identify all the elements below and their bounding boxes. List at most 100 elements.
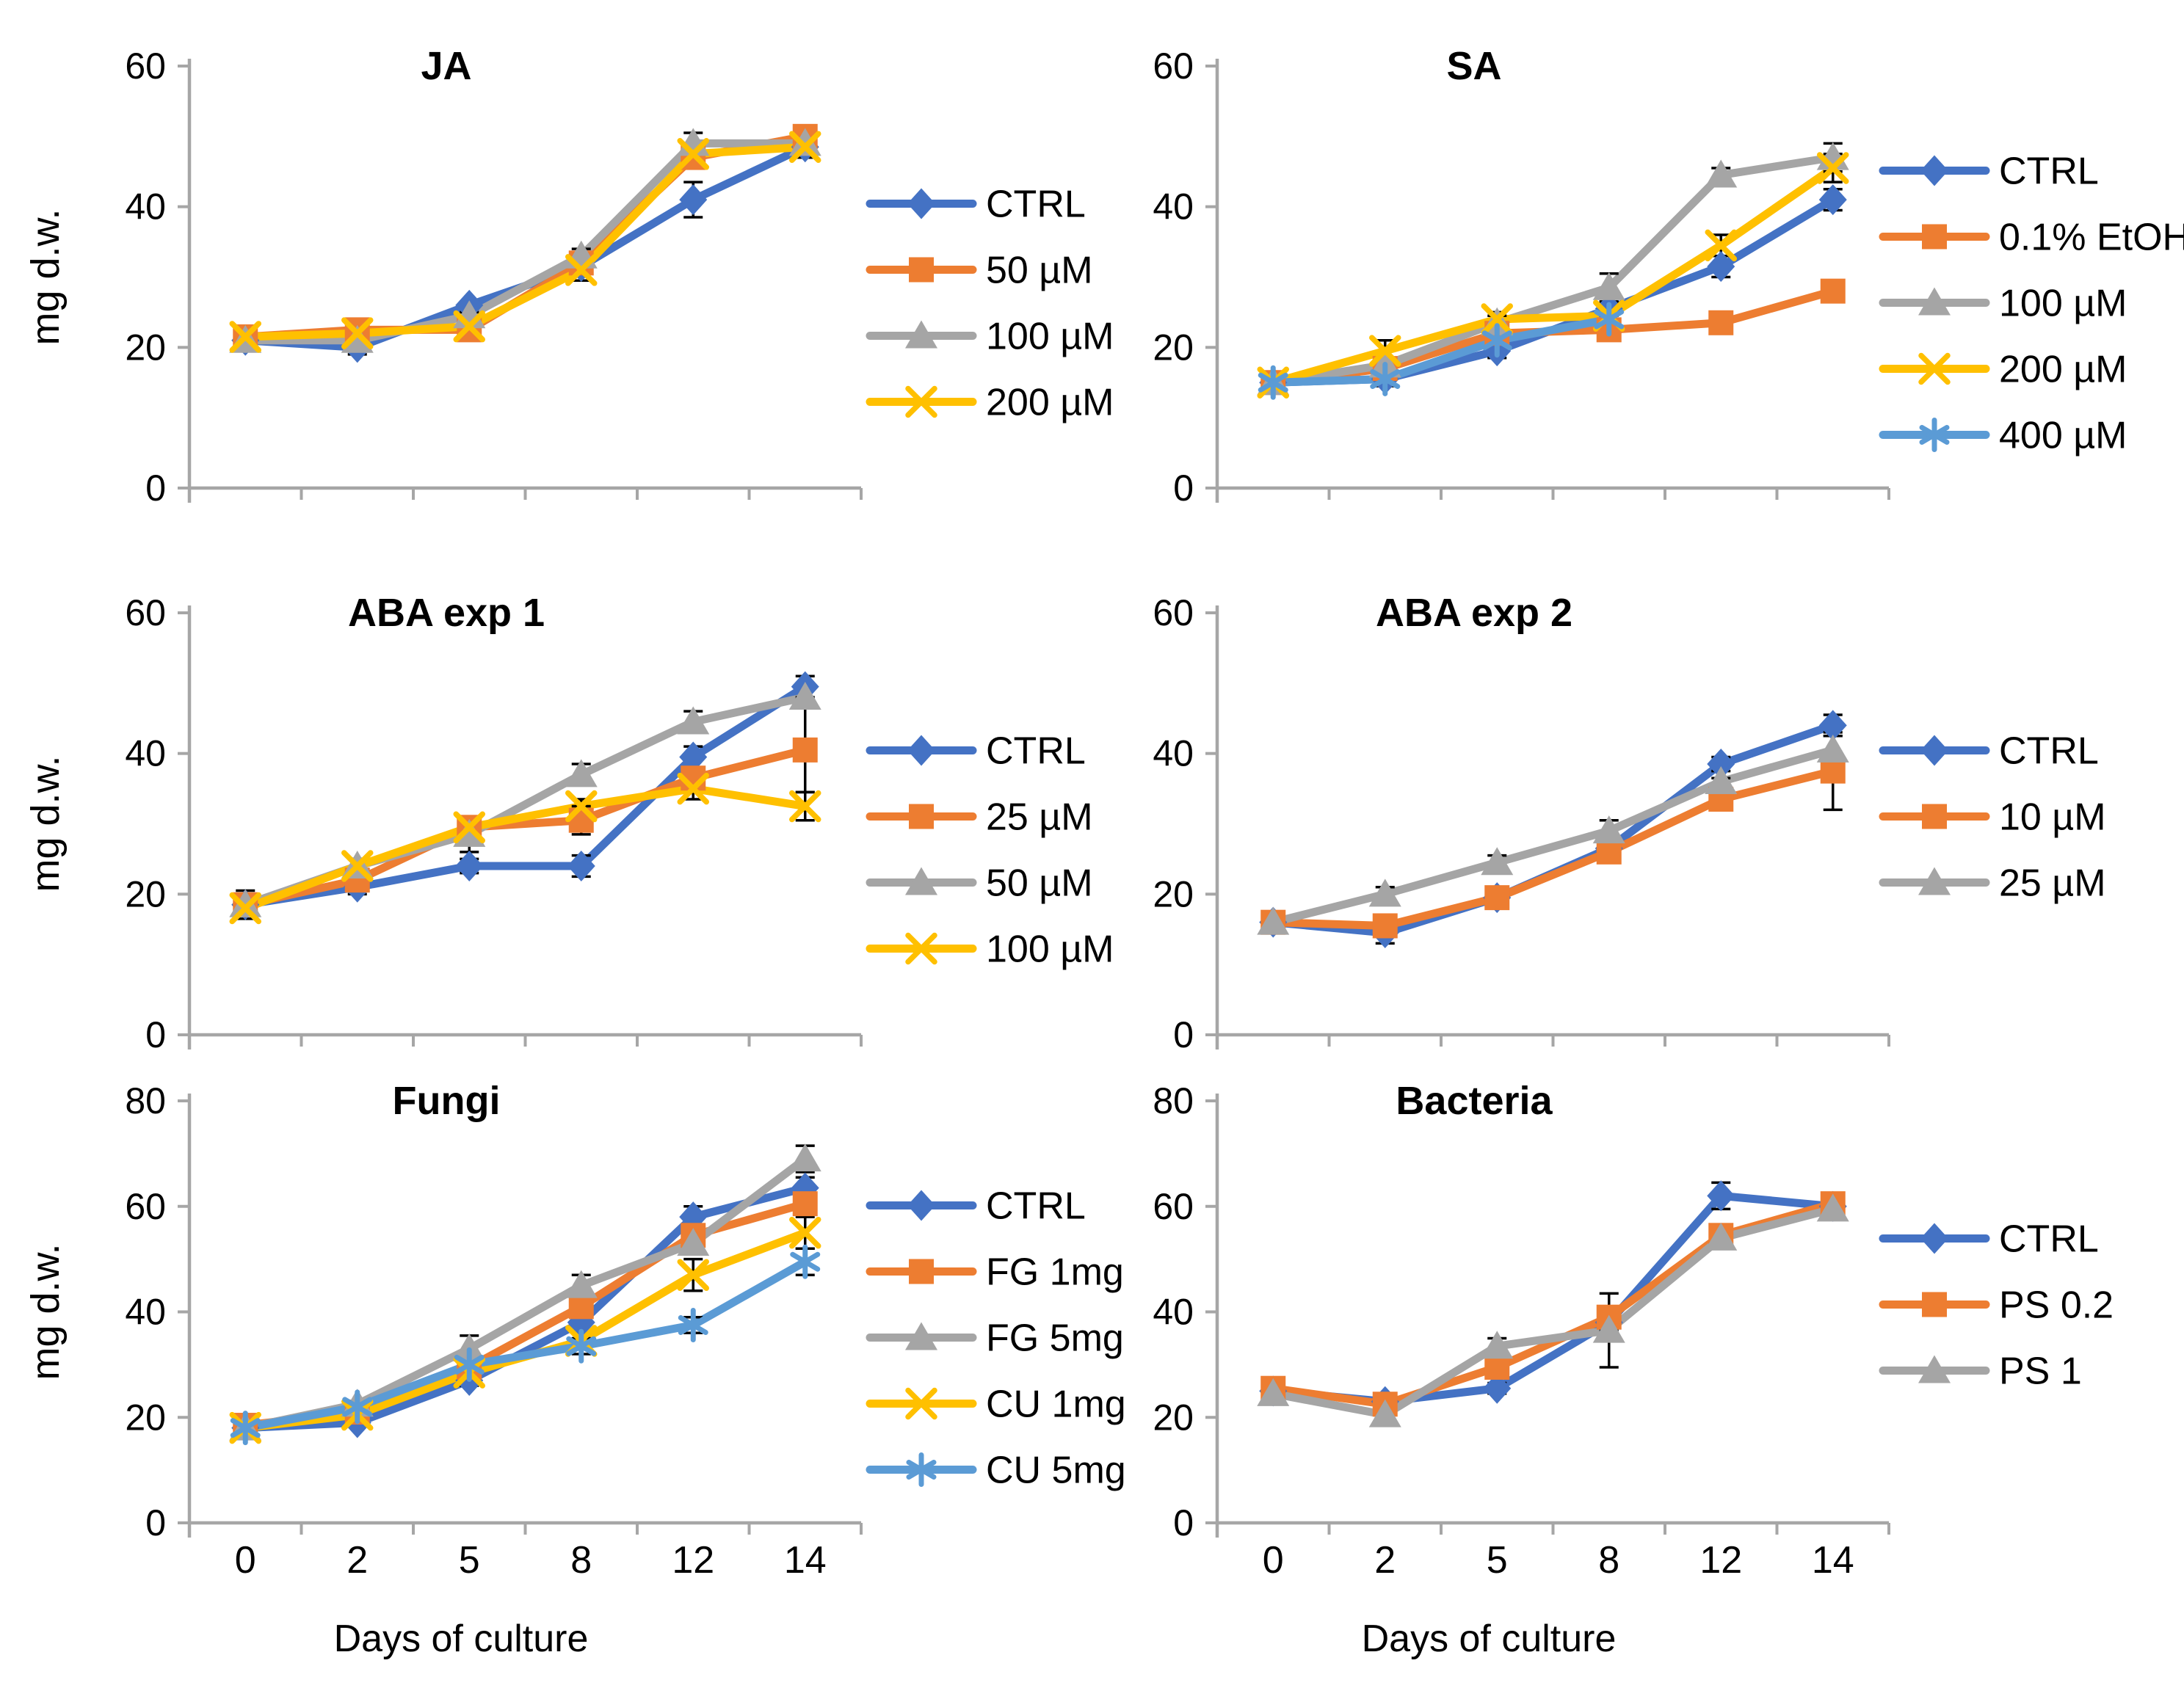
y-tick-label: 0: [1173, 1014, 1194, 1055]
x-marker: [565, 254, 598, 286]
series-markers-ctrl: [1259, 710, 1847, 949]
square-marker: [1820, 278, 1846, 304]
diamond-marker: [679, 741, 708, 773]
x-marker: [1918, 352, 1951, 385]
x-marker: [229, 892, 261, 925]
series-100-m: [241, 785, 810, 912]
diamond-marker: [907, 188, 935, 219]
diamond-marker: [455, 851, 484, 881]
x-axis-label: Days of culture: [1362, 1618, 1617, 1660]
axis-lines: [1215, 59, 1889, 503]
series-line: [241, 1257, 810, 1433]
axis-lines: [187, 59, 861, 503]
y-tick-label: 40: [1153, 733, 1194, 774]
series-markers-200-m: [229, 131, 821, 353]
series-line: [241, 142, 810, 341]
legend-label: CTRL: [1999, 1218, 2099, 1261]
y-tick-label: 20: [125, 873, 166, 914]
series-100-m: [241, 139, 810, 345]
legend-item: CU 1mg: [866, 1383, 1126, 1426]
x-marker: [453, 310, 485, 343]
series-line: [1269, 746, 1837, 927]
triangle-marker: [1257, 906, 1290, 935]
square-marker: [1484, 1354, 1510, 1380]
series-50-m: [241, 132, 810, 341]
x-tick-label: 0: [235, 1539, 256, 1582]
x-marker: [905, 385, 937, 418]
series-100-m: [1269, 153, 1837, 387]
triangle-marker: [1918, 867, 1951, 895]
series-cu-5mg: [241, 1257, 810, 1433]
chart-title: ABA exp 1: [348, 591, 545, 635]
x-marker: [565, 790, 598, 823]
y-tick-label: 40: [1153, 1292, 1194, 1333]
series-200-m: [1269, 164, 1837, 387]
asterisk-marker: [230, 1411, 261, 1446]
y-tick-label: 20: [1153, 327, 1194, 368]
square-marker: [1372, 913, 1398, 939]
y-tick-label: 60: [1153, 1186, 1194, 1227]
triangle-marker: [341, 324, 374, 353]
triangle-marker: [1368, 1399, 1401, 1427]
legend: CTRL 50 µM 100 µM 200 µM: [866, 183, 1114, 424]
series-markers-cu-1mg: [229, 1216, 821, 1444]
series-line: [241, 132, 810, 341]
asterisk-marker: [790, 1244, 821, 1279]
series-line: [241, 1229, 810, 1433]
legend-item: CTRL: [1879, 730, 2099, 773]
series-line: [1269, 767, 1837, 930]
chart-title: SA: [1446, 44, 1501, 88]
legend-item: 50 µM: [866, 862, 1093, 905]
axis-lines: [1215, 1094, 1889, 1538]
series-line: [241, 1154, 810, 1433]
y-tick-label: 40: [125, 186, 166, 228]
triangle-marker: [1705, 1222, 1738, 1251]
legend-label: CU 5mg: [986, 1449, 1126, 1492]
triangle-marker: [788, 1143, 821, 1172]
chart-title: JA: [421, 44, 471, 88]
y-tick-label: 40: [125, 1292, 166, 1333]
triangle-marker: [453, 818, 486, 847]
series-line: [1269, 315, 1614, 387]
series-400-m: [1269, 315, 1614, 387]
square-marker: [568, 1294, 594, 1320]
y-tick-label: 60: [125, 592, 166, 633]
legend-item: CTRL: [866, 183, 1086, 226]
diamond-marker: [1707, 1180, 1735, 1212]
legend-item: FG 1mg: [866, 1251, 1124, 1294]
x-marker: [677, 772, 709, 805]
series-line: [1269, 153, 1837, 387]
asterisk-marker: [342, 1389, 373, 1425]
y-axis-label: mg d.w.: [23, 208, 68, 345]
chart-title: Bacteria: [1396, 1079, 1553, 1123]
legend-label: CU 1mg: [986, 1383, 1126, 1426]
square-marker: [792, 737, 818, 763]
square-marker: [909, 804, 934, 829]
series-line: [241, 142, 810, 352]
diamond-marker: [1707, 251, 1735, 283]
legend-label: 200 µM: [986, 382, 1114, 424]
series-markers-cu-5mg: [230, 1244, 821, 1446]
series-line: [1269, 1204, 1837, 1419]
panel-fungi: 0 20 40 60 80 Fungi mg d.w. 0 2 5 8 12 14 Days of cul…: [23, 1079, 1126, 1660]
series-fg-5mg: [241, 1154, 810, 1433]
series-markers-50-m: [233, 123, 818, 349]
x-marker: [677, 1259, 709, 1291]
x-tick-label: 8: [570, 1539, 592, 1582]
legend-label: CTRL: [986, 183, 1086, 226]
legend-label: 200 µM: [1999, 349, 2127, 391]
series-markers-400-m: [1258, 302, 1625, 400]
x-tick-label: 8: [1598, 1539, 1619, 1582]
asterisk-marker: [566, 1328, 597, 1364]
legend-item: 400 µM: [1879, 415, 2127, 457]
y-tick-label: 20: [1153, 1397, 1194, 1438]
triangle-marker: [1816, 734, 1849, 763]
y-tick-label: 20: [1153, 873, 1194, 914]
series-markers-100-m: [229, 772, 821, 925]
legend-label: FG 1mg: [986, 1251, 1124, 1294]
x-marker: [677, 138, 709, 170]
triangle-marker: [905, 867, 937, 895]
legend-item: FG 5mg: [866, 1317, 1124, 1360]
legend-label: CTRL: [1999, 730, 2099, 773]
triangle-marker: [1816, 1193, 1849, 1222]
